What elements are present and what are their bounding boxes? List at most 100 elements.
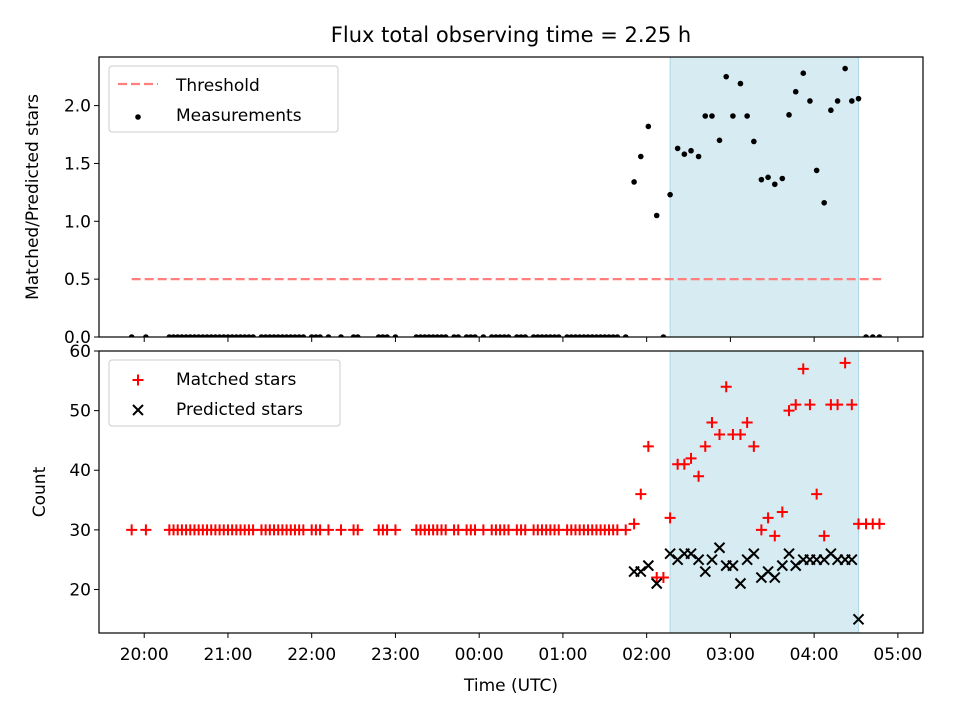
predicted-star-point	[713, 542, 726, 554]
measurement-point	[220, 334, 227, 337]
measurement-point	[187, 334, 194, 337]
measurement-point	[430, 334, 436, 337]
measurement-point	[601, 334, 608, 337]
measurement-point	[375, 334, 382, 337]
measurement-point	[170, 334, 177, 337]
predicted-star-point	[790, 559, 802, 572]
measurement-point	[637, 153, 644, 160]
measurement-point	[744, 113, 750, 119]
measurement-point	[380, 334, 386, 337]
measurement-point	[179, 334, 185, 337]
bottom-panel: 20 30 40 50 60 20:00 21:00 22:00 23:00 00:00 01:00…	[30, 342, 924, 696]
matched-star-point	[818, 530, 830, 542]
predicted-star-point	[692, 553, 705, 566]
predicted-star-point	[635, 565, 647, 578]
measurement-point	[530, 334, 537, 337]
matched-star-point	[699, 440, 711, 452]
measurement-point	[204, 334, 210, 337]
matched-star-point	[790, 399, 802, 411]
matched-star-point	[797, 363, 809, 375]
x-tick-label: 20:00	[120, 645, 169, 665]
measurement-point	[792, 88, 799, 95]
matched-star-point	[657, 572, 669, 584]
series-plus	[126, 357, 885, 584]
measurement-point	[653, 212, 660, 219]
observing-window-span	[669, 350, 860, 634]
measurement-point	[610, 334, 616, 337]
matched-star-point	[140, 524, 152, 536]
predicted-star-point	[727, 559, 739, 572]
measurement-point	[292, 334, 298, 337]
y-tick-label: 2.0	[64, 97, 91, 117]
legend: Threshold Measurements	[108, 65, 339, 133]
matched-star-point	[714, 428, 726, 440]
measurement-point	[828, 107, 834, 114]
measurement-point	[143, 334, 149, 337]
predicted-star-point	[664, 547, 676, 560]
matched-star-point	[734, 428, 746, 440]
measurement-point	[514, 334, 520, 337]
measurement-point	[438, 334, 445, 337]
measurement-point	[622, 334, 629, 337]
measurement-point	[695, 153, 702, 160]
measurement-point	[821, 199, 827, 206]
measurement-point	[421, 334, 428, 337]
x-tick-label: 00:00	[455, 645, 504, 665]
measurement-point	[505, 334, 512, 337]
x-axis-label: Time (UTC)	[463, 676, 558, 696]
measurement-point	[534, 334, 541, 337]
measurement-point	[589, 334, 596, 337]
predicted-star-point	[650, 577, 663, 590]
measurement-point	[730, 113, 736, 119]
measurement-point	[195, 334, 202, 337]
matched-star-point	[685, 452, 697, 464]
measurement-point	[518, 334, 524, 337]
measurement-point	[869, 334, 876, 337]
legend-box	[108, 65, 339, 133]
measurement-point	[128, 334, 135, 337]
matched-star-point	[873, 518, 885, 530]
top-panel: 0.0 0.5 1.0 1.5 2.0 Matched/Predicted stars Th…	[23, 56, 924, 348]
measurement-point	[262, 334, 269, 337]
measurement-point	[166, 334, 173, 337]
matched-star-point	[804, 399, 816, 411]
matched-star-point	[741, 417, 753, 429]
legend-matched-swatch	[132, 374, 144, 386]
measurement-point	[200, 334, 206, 337]
measurement-point	[863, 334, 869, 337]
measurement-point	[842, 65, 848, 72]
measurement-point	[555, 334, 562, 337]
chart-title: Flux total observing time = 2.25 h	[331, 23, 691, 47]
measurement-point	[702, 113, 709, 119]
measurement-point	[174, 334, 181, 337]
y-tick-label: 40	[69, 461, 91, 481]
measurement-point	[807, 98, 813, 104]
measurement-point	[834, 98, 841, 104]
measurement-point	[606, 334, 612, 337]
measurement-point	[183, 334, 189, 337]
measurement-point	[212, 334, 219, 337]
matched-star-point	[783, 405, 795, 417]
measurement-point	[813, 167, 820, 174]
measurement-point	[480, 334, 487, 337]
measurement-point	[539, 334, 545, 337]
matched-star-point	[335, 524, 347, 536]
measurement-point	[208, 334, 215, 337]
matched-star-point	[706, 417, 718, 429]
measurement-point	[434, 334, 441, 337]
measurement-point	[688, 147, 694, 154]
measurement-point	[522, 334, 529, 337]
axes-frame	[98, 350, 924, 634]
x-tick-label: 04:00	[790, 645, 839, 665]
measurement-point	[384, 334, 390, 337]
measurement-point	[631, 179, 637, 185]
series-x	[628, 542, 865, 625]
x-tick-label: 03:00	[706, 645, 755, 665]
measurement-point	[585, 334, 591, 337]
predicted-star-point	[734, 577, 747, 590]
measurement-point	[593, 334, 600, 337]
matched-star-point	[755, 524, 767, 536]
predicted-star-point	[699, 565, 711, 578]
matched-star-point	[322, 524, 334, 536]
